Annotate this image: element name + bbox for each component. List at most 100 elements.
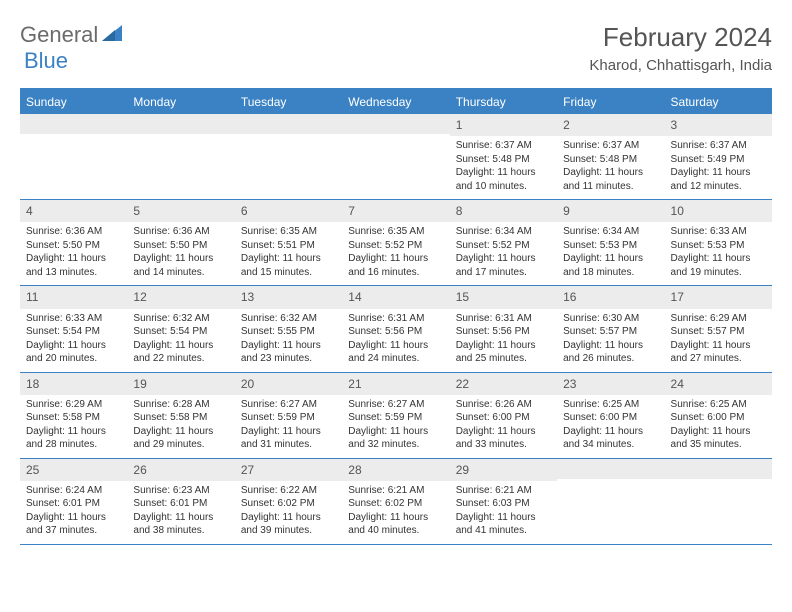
sunrise-line: Sunrise: 6:29 AM [671, 312, 766, 326]
sunrise-line: Sunrise: 6:36 AM [133, 225, 228, 239]
cell-body: Sunrise: 6:21 AMSunset: 6:02 PMDaylight:… [342, 481, 449, 544]
calendar-cell: 12Sunrise: 6:32 AMSunset: 5:54 PMDayligh… [127, 286, 234, 371]
day-number [235, 114, 342, 134]
daylight-line: Daylight: 11 hours and 40 minutes. [348, 511, 443, 538]
cell-body: Sunrise: 6:35 AMSunset: 5:51 PMDaylight:… [235, 222, 342, 285]
calendar-cell: 8Sunrise: 6:34 AMSunset: 5:52 PMDaylight… [450, 200, 557, 285]
daylight-line: Daylight: 11 hours and 25 minutes. [456, 339, 551, 366]
day-number: 26 [127, 459, 234, 481]
calendar-cell: 7Sunrise: 6:35 AMSunset: 5:52 PMDaylight… [342, 200, 449, 285]
sunrise-line: Sunrise: 6:37 AM [563, 139, 658, 153]
cell-body: Sunrise: 6:37 AMSunset: 5:49 PMDaylight:… [665, 136, 772, 199]
sunset-line: Sunset: 5:56 PM [456, 325, 551, 339]
calendar-cell: 16Sunrise: 6:30 AMSunset: 5:57 PMDayligh… [557, 286, 664, 371]
daylight-line: Daylight: 11 hours and 18 minutes. [563, 252, 658, 279]
calendar-week: 4 Sunrise: 6:36 AM Sunset: 5:50 PM Daylight… [20, 200, 772, 286]
daylight-line: Daylight: 11 hours and 10 minutes. [456, 166, 551, 193]
cell-body: Sunrise: 6:25 AMSunset: 6:00 PMDaylight:… [557, 395, 664, 458]
daylight-line: Daylight: 11 hours and 32 minutes. [348, 425, 443, 452]
sunrise-line: Sunrise: 6:35 AM [241, 225, 336, 239]
day-number: 25 [20, 459, 127, 481]
day-number [20, 114, 127, 134]
sunset-line: Sunset: 6:00 PM [563, 411, 658, 425]
calendar-cell: 10Sunrise: 6:33 AMSunset: 5:53 PMDayligh… [665, 200, 772, 285]
sunrise-line: Sunrise: 6:27 AM [241, 398, 336, 412]
day-number [665, 459, 772, 479]
sunrise-line: Sunrise: 6:30 AM [563, 312, 658, 326]
cell-body: Sunrise: 6:31 AMSunset: 5:56 PMDaylight:… [450, 309, 557, 372]
sunrise-line: Sunrise: 6:33 AM [671, 225, 766, 239]
cell-body: Sunrise: 6:29 AMSunset: 5:57 PMDaylight:… [665, 309, 772, 372]
sunset-line: Sunset: 5:51 PM [241, 239, 336, 253]
logo-text-2: Blue [24, 48, 68, 73]
sunset-line: Sunset: 5:54 PM [26, 325, 121, 339]
sunrise-line: Sunrise: 6:23 AM [133, 484, 228, 498]
sunrise-line: Sunrise: 6:34 AM [456, 225, 551, 239]
sunset-line: Sunset: 5:58 PM [133, 411, 228, 425]
day-number: 22 [450, 373, 557, 395]
day-header: Wednesday [342, 90, 449, 114]
sunrise-line: Sunrise: 6:21 AM [348, 484, 443, 498]
cell-body: Sunrise: 6:32 AMSunset: 5:55 PMDaylight:… [235, 309, 342, 372]
sunrise-line: Sunrise: 6:32 AM [241, 312, 336, 326]
calendar: SundayMondayTuesdayWednesdayThursdayFrid… [20, 88, 772, 545]
sunset-line: Sunset: 6:02 PM [348, 497, 443, 511]
sunrise-line: Sunrise: 6:37 AM [456, 139, 551, 153]
calendar-cell [557, 459, 664, 544]
sunset-line: Sunset: 5:56 PM [348, 325, 443, 339]
calendar-cell [20, 114, 127, 199]
day-number: 4 [20, 200, 127, 222]
day-number: 7 [342, 200, 449, 222]
sunset-line: Sunset: 6:00 PM [671, 411, 766, 425]
day-number: 23 [557, 373, 664, 395]
title-block: February 2024 Kharod, Chhattisgarh, Indi… [589, 22, 772, 74]
day-number: 13 [235, 286, 342, 308]
day-header: Tuesday [235, 90, 342, 114]
daylight-line: Daylight: 11 hours and 41 minutes. [456, 511, 551, 538]
daylight-line: Daylight: 11 hours and 35 minutes. [671, 425, 766, 452]
day-number: 21 [342, 373, 449, 395]
day-number: 17 [665, 286, 772, 308]
calendar-cell: 14Sunrise: 6:31 AMSunset: 5:56 PMDayligh… [342, 286, 449, 371]
sunset-line: Sunset: 5:52 PM [456, 239, 551, 253]
sunset-line: Sunset: 6:03 PM [456, 497, 551, 511]
sunset-line: Sunset: 5:50 PM [26, 239, 121, 253]
calendar-cell [235, 114, 342, 199]
sunset-line: Sunset: 5:59 PM [241, 411, 336, 425]
daylight-line: Daylight: 11 hours and 15 minutes. [241, 252, 336, 279]
sunset-line: Sunset: 5:55 PM [241, 325, 336, 339]
daylight-line: Daylight: 11 hours and 14 minutes. [133, 252, 228, 279]
sunrise-line: Sunrise: 6:25 AM [671, 398, 766, 412]
calendar-cell: 24Sunrise: 6:25 AMSunset: 6:00 PMDayligh… [665, 373, 772, 458]
sunset-line: Sunset: 5:48 PM [563, 153, 658, 167]
sunrise-line: Sunrise: 6:32 AM [133, 312, 228, 326]
sunset-line: Sunset: 5:49 PM [671, 153, 766, 167]
day-number: 9 [557, 200, 664, 222]
sunset-line: Sunset: 5:58 PM [26, 411, 121, 425]
daylight-line: Daylight: 11 hours and 39 minutes. [241, 511, 336, 538]
daylight-line: Daylight: 11 hours and 37 minutes. [26, 511, 121, 538]
sunrise-line: Sunrise: 6:27 AM [348, 398, 443, 412]
calendar-cell: 19Sunrise: 6:28 AMSunset: 5:58 PMDayligh… [127, 373, 234, 458]
sunrise-line: Sunrise: 6:34 AM [563, 225, 658, 239]
cell-body: Sunrise: 6:27 AMSunset: 5:59 PMDaylight:… [342, 395, 449, 458]
sunrise-line: Sunrise: 6:21 AM [456, 484, 551, 498]
calendar-cell: 18Sunrise: 6:29 AMSunset: 5:58 PMDayligh… [20, 373, 127, 458]
sunrise-line: Sunrise: 6:35 AM [348, 225, 443, 239]
calendar-week: 25Sunrise: 6:24 AMSunset: 6:01 PMDayligh… [20, 459, 772, 545]
calendar-week: 11Sunrise: 6:33 AMSunset: 5:54 PMDayligh… [20, 286, 772, 372]
sunrise-line: Sunrise: 6:28 AM [133, 398, 228, 412]
daylight-line: Daylight: 11 hours and 33 minutes. [456, 425, 551, 452]
sunrise-line: Sunrise: 6:33 AM [26, 312, 121, 326]
sunset-line: Sunset: 5:57 PM [563, 325, 658, 339]
sunset-line: Sunset: 6:00 PM [456, 411, 551, 425]
location: Kharod, Chhattisgarh, India [589, 57, 772, 74]
sunset-line: Sunset: 6:01 PM [26, 497, 121, 511]
day-number: 28 [342, 459, 449, 481]
cell-body: Sunrise: 6:37 AMSunset: 5:48 PMDaylight:… [450, 136, 557, 199]
day-number: 16 [557, 286, 664, 308]
cell-body: Sunrise: 6:33 AMSunset: 5:53 PMDaylight:… [665, 222, 772, 285]
calendar-cell: 2Sunrise: 6:37 AMSunset: 5:48 PMDaylight… [557, 114, 664, 199]
sunrise-line: Sunrise: 6:25 AM [563, 398, 658, 412]
daylight-line: Daylight: 11 hours and 16 minutes. [348, 252, 443, 279]
